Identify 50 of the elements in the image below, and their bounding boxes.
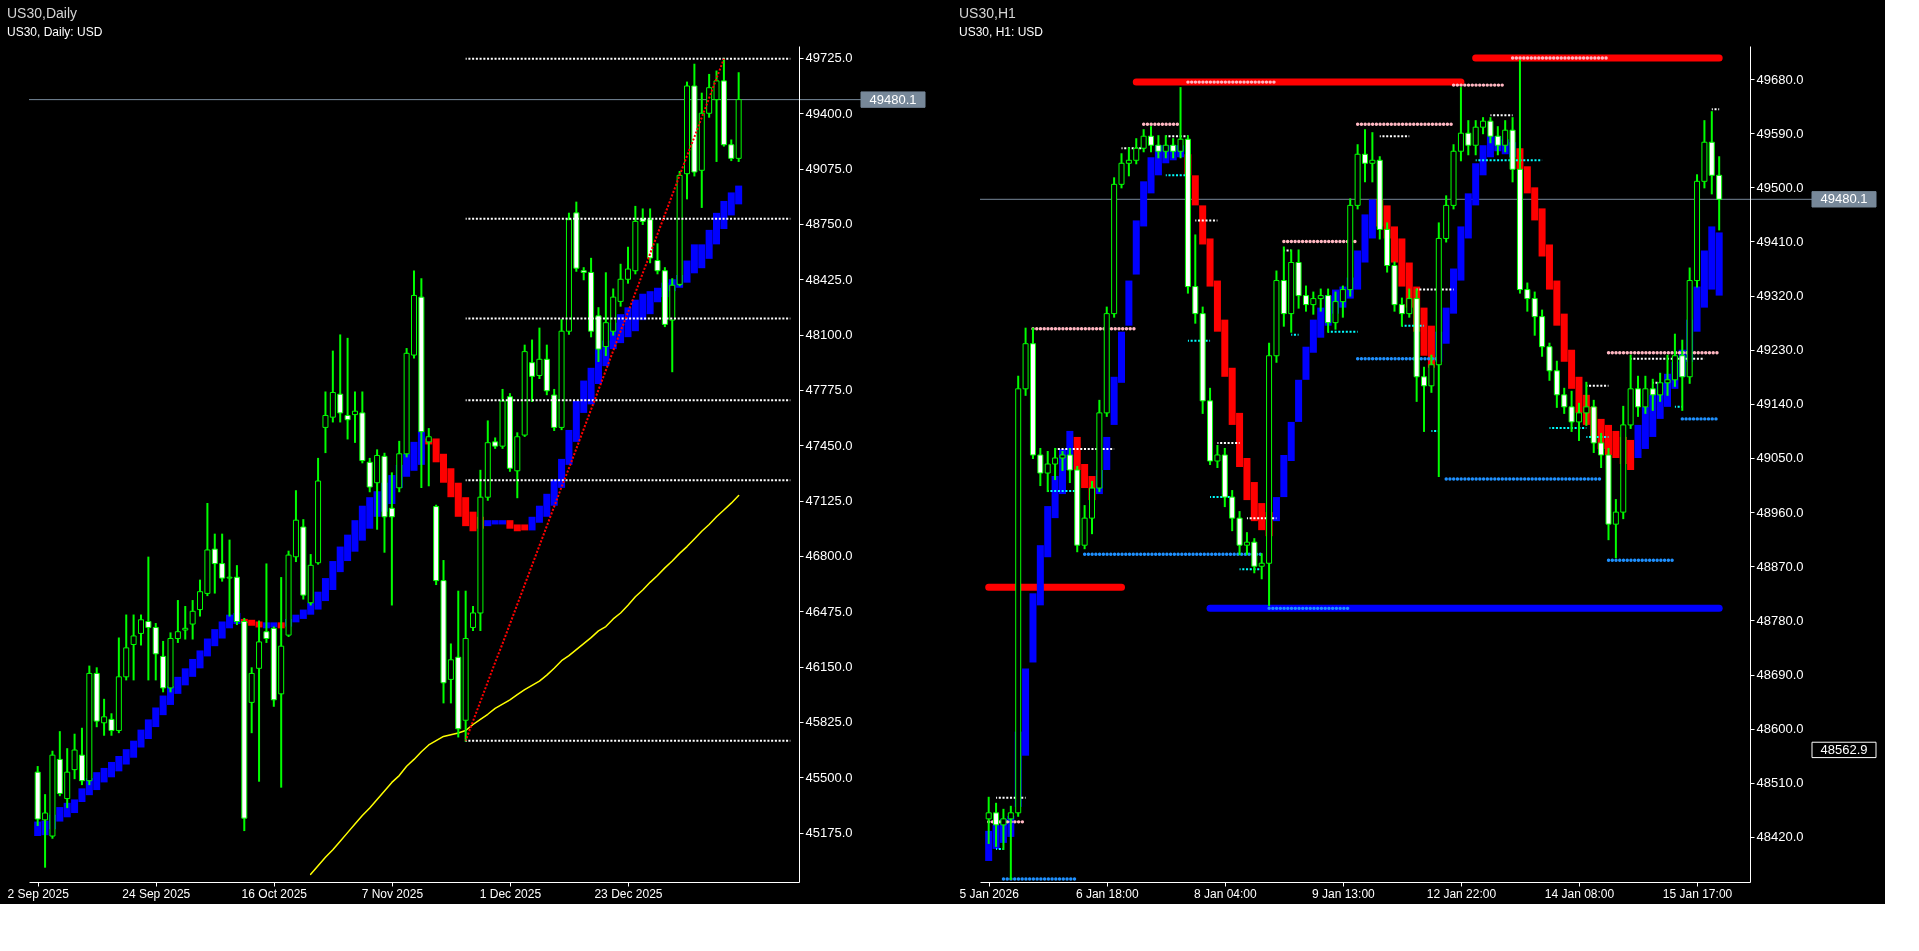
y-tick-label: 48510.0: [1756, 775, 1804, 791]
y-tick-label: 49075.0: [805, 161, 853, 177]
y-tick-label: 48425.0: [805, 271, 853, 287]
y-tick-label: 46800.0: [805, 548, 853, 564]
y-tick-label: 49400.0: [805, 105, 853, 121]
y-tick-label: 45175.0: [805, 825, 853, 841]
x-tick-label: 5 Jan 2026: [959, 886, 1020, 901]
chart-subtitle: US30, Daily: USD: [6, 25, 103, 39]
x-tick-label: 7 Nov 2025: [361, 886, 424, 901]
y-tick-label: 48960.0: [1756, 504, 1804, 520]
y-tick-label: 47775.0: [805, 382, 853, 398]
x-tick-label: 14 Jan 08:00: [1544, 886, 1615, 901]
y-tick-label: 48100.0: [805, 327, 853, 343]
y-tick-label: 49590.0: [1756, 125, 1804, 141]
y-tick-label: 49140.0: [1756, 396, 1804, 412]
y-tick-label: 48780.0: [1756, 612, 1804, 628]
y-tick-label: 46475.0: [805, 603, 853, 619]
x-tick-label: 2 Sep 2025: [7, 886, 70, 901]
y-tick-label: 48870.0: [1756, 558, 1804, 574]
y-tick-label: 49410.0: [1756, 233, 1804, 249]
x-tick-label: 12 Jan 22:00: [1426, 886, 1497, 901]
y-tick-label: 49050.0: [1756, 450, 1804, 466]
y-tick-label: 48690.0: [1756, 667, 1804, 682]
y-tick-label: 47450.0: [805, 437, 853, 453]
y-tick-label: 49500.0: [1756, 179, 1804, 195]
chart-title: US30,H1: [959, 5, 1017, 21]
y-tick-label: 47125.0: [805, 493, 853, 509]
y-tick-label: 49230.0: [1756, 342, 1804, 358]
x-tick-label: 15 Jan 17:00: [1662, 886, 1733, 901]
y-tick-label: 48750.0: [805, 216, 853, 232]
x-tick-label: 8 Jan 04:00: [1193, 886, 1257, 901]
x-tick-label: 6 Jan 18:00: [1075, 886, 1139, 901]
y-tick-label: 48600.0: [1756, 721, 1804, 737]
ref-line-label: 49480.1: [869, 91, 917, 107]
y-tick-label: 48420.0: [1756, 829, 1804, 845]
y-tick-label: 49680.0: [1756, 71, 1804, 87]
chart-title: US30,Daily: [6, 5, 78, 21]
x-tick-label: 1 Dec 2025: [479, 886, 542, 901]
y-tick-label: 49320.0: [1756, 288, 1804, 304]
y-tick-label: 46150.0: [805, 659, 853, 675]
x-tick-label: 9 Jan 13:00: [1312, 886, 1376, 901]
y-tick-label: 45500.0: [805, 769, 853, 785]
x-tick-label: 16 Oct 2025: [241, 886, 308, 901]
ref-line-label: 49480.1: [1820, 191, 1868, 207]
y-tick-label: 45825.0: [805, 714, 853, 730]
y-tick-label: 49725.0: [805, 50, 853, 66]
chart-subtitle: US30, H1: USD: [959, 25, 1044, 39]
x-tick-label: 23 Dec 2025: [594, 886, 663, 901]
x-tick-label: 24 Sep 2025: [122, 886, 191, 901]
text: 48562.9: [1820, 741, 1868, 757]
